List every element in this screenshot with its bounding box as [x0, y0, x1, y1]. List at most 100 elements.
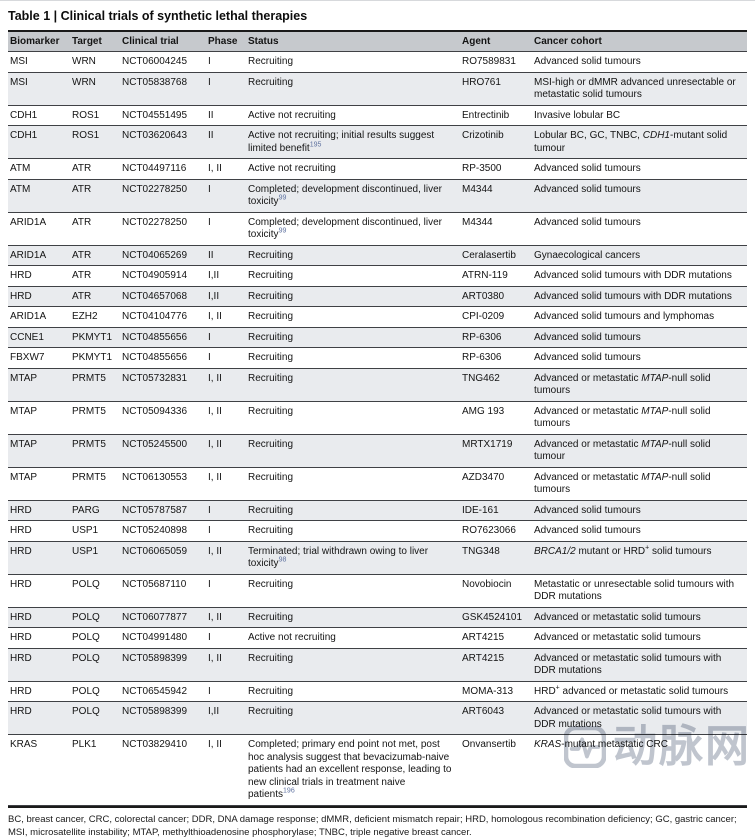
- cell-status: Terminated; trial withdrawn owing to liv…: [248, 545, 429, 570]
- cell-trial: NCT05898399: [122, 652, 188, 664]
- column-header-biomarker: Biomarker: [10, 35, 60, 47]
- cell-phase: I: [208, 578, 211, 590]
- cell-agent: Novobiocin: [462, 578, 512, 590]
- column-header-agent: Agent: [462, 35, 491, 47]
- cell-trial: NCT03620643: [122, 130, 188, 141]
- cell-target: PRMT5: [72, 471, 106, 483]
- clinical-trials-table: Biomarker Target Clinical trial Phase Status…: [8, 30, 747, 808]
- cell-status: Active not recruiting: [248, 109, 336, 121]
- cell-agent: Crizotinib: [462, 130, 504, 141]
- cell-phase: I,II: [208, 290, 220, 302]
- cell-cohort: Advanced solid tumours with DDR mutation…: [534, 290, 732, 302]
- cell-phase: I: [208, 76, 211, 88]
- cell-cohort: Advanced or metastatic MTAP-null solid t…: [534, 471, 711, 496]
- cell-trial: NCT05898399: [122, 706, 188, 717]
- cell-biomarker: HRD: [10, 611, 32, 623]
- cell-cohort: Advanced or metastatic solid tumours wit…: [534, 652, 722, 677]
- cell-phase: II: [208, 130, 214, 141]
- table-header-row: Biomarker Target Clinical trial Phase Status…: [8, 30, 747, 52]
- cell-phase: I, II: [208, 471, 222, 483]
- cell-target: POLQ: [72, 706, 100, 717]
- cell-cohort: Advanced or metastatic solid tumours: [534, 611, 701, 623]
- cell-target: POLQ: [72, 611, 100, 623]
- cell-status: Recruiting: [248, 249, 294, 261]
- cell-cohort: Advanced or metastatic MTAP-null solid t…: [534, 438, 711, 463]
- cell-trial: NCT04991480: [122, 632, 188, 643]
- cell-status: Recruiting: [248, 290, 294, 302]
- cell-target: ATR: [72, 270, 92, 281]
- cell-agent: RP-6306: [462, 331, 502, 343]
- cell-cohort: Advanced solid tumours with DDR mutation…: [534, 270, 732, 281]
- cell-status: Recruiting: [248, 270, 294, 281]
- cell-status: Recruiting: [248, 352, 294, 363]
- cell-target: USP1: [72, 545, 99, 557]
- cell-phase: I,II: [208, 706, 220, 717]
- cell-status: Recruiting: [248, 611, 294, 623]
- cell-agent: AZD3470: [462, 471, 505, 483]
- cell-trial: NCT04551495: [122, 109, 188, 121]
- cell-target: POLQ: [72, 632, 100, 643]
- table-row: HRD ATR NCT04657068 I,II Recruiting ART0380 Ad…: [8, 286, 747, 307]
- cell-cohort: Metastatic or unresectable solid tumours…: [534, 578, 735, 603]
- cell-status: Completed; primary end point not met, po…: [248, 739, 452, 800]
- cell-biomarker: ARID1A: [10, 216, 47, 228]
- cell-status: Completed; development discontinued, liv…: [248, 183, 442, 208]
- cell-cohort: Advanced or metastatic solid tumours wit…: [534, 706, 722, 730]
- cell-status: Recruiting: [248, 685, 294, 697]
- cell-phase: I, II: [208, 545, 222, 557]
- cell-trial: NCT06004245: [122, 56, 188, 67]
- cell-biomarker: CDH1: [10, 130, 38, 141]
- cell-agent: TNG348: [462, 545, 500, 557]
- cell-phase: I: [208, 632, 211, 643]
- cell-biomarker: ARID1A: [10, 249, 47, 261]
- cell-phase: I: [208, 685, 211, 697]
- cell-phase: I: [208, 56, 211, 67]
- cell-biomarker: HRD: [10, 525, 32, 536]
- cell-biomarker: HRD: [10, 545, 32, 557]
- cell-target: POLQ: [72, 685, 100, 697]
- cell-biomarker: HRD: [10, 652, 32, 664]
- cell-target: ATR: [72, 183, 92, 195]
- table-body: MSI WRN NCT06004245 I Recruiting RO7589831 Adv…: [8, 52, 747, 806]
- table-title: Table 1 | Clinical trials of synthetic l…: [8, 9, 308, 23]
- cell-status: Recruiting: [248, 311, 294, 322]
- cell-cohort: Gynaecological cancers: [534, 249, 641, 261]
- column-header-clinical-trial: Clinical trial: [122, 35, 179, 47]
- cell-trial: NCT06077877: [122, 611, 188, 623]
- table-row: MTAP PRMT5 NCT05732831 I, II Recruiting TNG46…: [8, 368, 747, 402]
- cell-agent: MRTX1719: [462, 438, 513, 450]
- table-row: MSI WRN NCT06004245 I Recruiting RO7589831 Adv…: [8, 52, 747, 73]
- cell-target: WRN: [72, 56, 96, 67]
- cell-target: ATR: [72, 163, 92, 174]
- column-header-cancer-cohort: Cancer cohort: [534, 35, 602, 47]
- table-row: CDH1 ROS1 NCT04551495 II Active not recruiti…: [8, 105, 747, 126]
- cell-biomarker: MTAP: [10, 372, 38, 384]
- cell-agent: M4344: [462, 183, 493, 195]
- cell-trial: NCT05687110: [122, 578, 187, 590]
- table-row: ARID1A ATR NCT04065269 II Recruiting Ceralase…: [8, 245, 747, 266]
- cell-status: Recruiting: [248, 56, 294, 67]
- cell-trial: NCT04497116: [122, 163, 187, 174]
- cell-biomarker: ATM: [10, 163, 31, 174]
- table-row: HRD USP1 NCT06065059 I, II Terminated; trial…: [8, 541, 747, 575]
- cell-agent: ART0380: [462, 290, 505, 302]
- cell-trial: NCT02278250: [122, 216, 188, 228]
- cell-biomarker: HRD: [10, 706, 32, 717]
- cell-cohort: Advanced solid tumours: [534, 163, 641, 174]
- table-row: ATM ATR NCT02278250 I Completed; development…: [8, 179, 747, 213]
- cell-trial: NCT05245500: [122, 438, 188, 450]
- cell-trial: NCT04855656: [122, 352, 188, 363]
- cell-target: EZH2: [72, 311, 98, 322]
- cell-biomarker: HRD: [10, 270, 32, 281]
- cell-target: PRMT5: [72, 372, 106, 384]
- cell-trial: NCT06545942: [122, 685, 188, 697]
- cell-cohort: Advanced or metastatic MTAP-null solid t…: [534, 372, 711, 397]
- cell-biomarker: MSI: [10, 76, 28, 88]
- table-row: ARID1A EZH2 NCT04104776 I, II Recruiting CPI-…: [8, 307, 747, 328]
- cell-trial: NCT04905914: [122, 270, 188, 281]
- cell-trial: NCT06065059: [122, 545, 188, 557]
- cell-target: ATR: [72, 290, 92, 302]
- cell-target: PRMT5: [72, 405, 106, 417]
- cell-cohort: Advanced solid tumours: [534, 352, 641, 363]
- cell-cohort: Advanced solid tumours: [534, 216, 641, 228]
